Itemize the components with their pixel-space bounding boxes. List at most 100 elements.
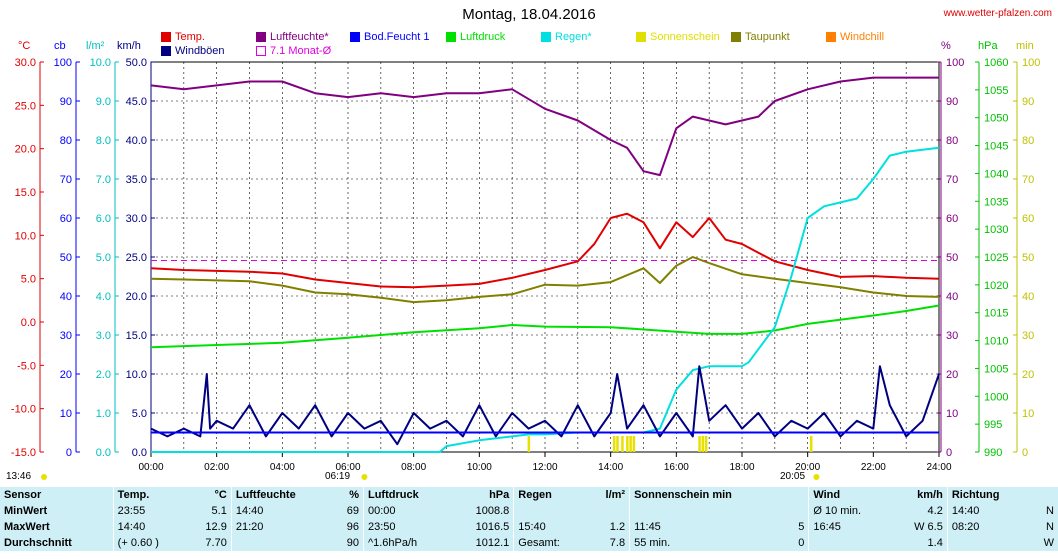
stats-row-label: MaxWert	[4, 521, 50, 533]
stats-cell: %	[349, 489, 359, 501]
x-tick-label: 24:00	[926, 462, 951, 473]
left-time-label: 13:46	[6, 471, 32, 482]
sunshine-bar	[809, 436, 813, 452]
legend-label: Luftfeuchte*	[270, 31, 329, 43]
y-tick-label: 15.0	[15, 187, 36, 199]
legend-label: Windböen	[175, 45, 225, 57]
stats-cell	[787, 503, 809, 519]
legend-item: Regen*	[541, 31, 592, 43]
legend-swatch	[161, 32, 171, 42]
y-tick-label: 10.0	[126, 369, 147, 381]
stats-cell: N	[1046, 505, 1054, 517]
x-tick-label: 10:00	[467, 462, 492, 473]
stats-cell: W 6.5	[914, 521, 943, 533]
sunshine-bar	[626, 436, 629, 452]
stats-cell: (+ 0.60 )	[112, 535, 187, 551]
stats-cell: 55 min.	[629, 535, 788, 551]
y-tick-label: 40.0	[126, 135, 147, 147]
legend-label: Taupunkt	[745, 31, 790, 43]
y-tick-label: 90	[946, 96, 958, 108]
stats-cell	[588, 503, 630, 519]
legend-item: Bod.Feucht 1	[350, 31, 429, 43]
stats-cell	[513, 503, 588, 519]
y-tick-label: 50.0	[126, 57, 147, 69]
y-tick-label: 20	[946, 369, 958, 381]
y-tick-label: 90	[60, 96, 72, 108]
stats-cell: 1.4	[927, 537, 943, 549]
legend-label: 7.1 Monat-Ø	[270, 45, 332, 57]
legend-label: Bod.Feucht 1	[364, 31, 430, 43]
x-tick-label: 20:00	[795, 462, 820, 473]
y-tick-label: 6.0	[96, 213, 111, 225]
y-tick-label: 70	[1022, 174, 1034, 186]
stats-cell: Sonnenschein min	[629, 487, 788, 503]
stats-cell: 21:20	[230, 519, 333, 535]
chart-title: Montag, 18.04.2016	[462, 6, 596, 23]
y-tick-label: -10.0	[11, 404, 36, 416]
y-tick-label: 20	[60, 369, 72, 381]
x-tick-label: 12:00	[532, 462, 557, 473]
unit-sun: min	[1016, 40, 1034, 52]
stats-cell: Regen	[513, 487, 588, 503]
x-tick-label: 22:00	[861, 462, 886, 473]
y-tick-label: 0	[1022, 447, 1028, 459]
legend-swatch	[256, 46, 266, 56]
legend-item: Taupunkt	[731, 31, 790, 43]
stats-cell: 7.70	[205, 537, 227, 549]
sunrise-label: 06:19	[325, 471, 351, 482]
unit-pressure: hPa	[978, 40, 998, 52]
stats-cell: 23:50	[362, 519, 452, 535]
legend-item: Temp.	[161, 31, 205, 43]
y-tick-label: 0.0	[96, 447, 111, 459]
stats-cell: 1008.8	[475, 505, 510, 517]
y-tick-label: 10	[1022, 408, 1034, 420]
stats-cell: 5	[798, 521, 805, 533]
stats-cell: 7.8	[609, 537, 626, 549]
y-tick-label: 1055	[984, 85, 1008, 97]
stats-cell: 1012.1	[475, 537, 510, 549]
y-tick-label: 40	[60, 291, 72, 303]
weather-chart: 00:00 02:00 04:00 06:00 08:00 10:00 12:00 14:00…	[11, 57, 1040, 480]
x-tick-label: 18:00	[729, 462, 754, 473]
unit-rain: l/m²	[86, 40, 105, 52]
y-tick-label: 995	[984, 419, 1002, 431]
legend-swatch	[636, 32, 646, 42]
y-tick-label: 10.0	[15, 230, 36, 242]
stats-header-row: Sensor Temp. °C Luftfeuchte% Luftdruck hPa Reg…	[0, 487, 1058, 503]
site-url[interactable]: www.wetter-pfalzen.com	[943, 8, 1052, 19]
y-tick-label: 60	[1022, 213, 1034, 225]
legend-label: Sonnenschein	[650, 31, 720, 43]
sunshine-bar	[704, 436, 708, 452]
y-tick-label: 30	[946, 330, 958, 342]
x-tick-label: 00:00	[138, 462, 163, 473]
stats-cell: 16:45	[808, 519, 893, 535]
stats-cell: 0	[798, 537, 805, 549]
sunshine-bar	[629, 436, 632, 452]
y-tick-label: 7.0	[96, 174, 111, 186]
legend-swatch	[161, 46, 171, 56]
y-tick-label: 90	[1022, 96, 1034, 108]
legend-label: Luftdruck	[460, 31, 506, 43]
stats-cell: Richtung	[946, 487, 1031, 503]
y-tick-label: -15.0	[11, 447, 36, 459]
sunshine-bar	[612, 436, 616, 452]
stats-cell: 5.1	[211, 505, 227, 517]
unit-cb: cb	[54, 40, 66, 52]
y-tick-label: 1040	[984, 168, 1008, 180]
sun-marker	[41, 474, 47, 480]
y-tick-label: 4.0	[96, 291, 111, 303]
sunshine-bar	[701, 436, 705, 452]
y-tick-label: 5.0	[96, 252, 111, 264]
stats-row: Durchschnitt (+ 0.60 ) 7.70 90 ^1.6hPa/h 1012…	[0, 535, 1058, 551]
y-tick-label: 1000	[984, 391, 1008, 403]
y-tick-label: 25.0	[15, 100, 36, 112]
stats-row: MaxWert 14:40 12.9 21:20 96 23:50 1016.5 15:40 1…	[0, 519, 1058, 535]
x-tick-label: 16:00	[664, 462, 689, 473]
stats-cell: 90	[346, 537, 359, 549]
sunshine-bar	[632, 436, 636, 452]
x-tick-label: 14:00	[598, 462, 623, 473]
stats-cell: W	[1043, 537, 1054, 549]
legend-item: Luftdruck	[446, 31, 505, 43]
y-tick-label: 1010	[984, 336, 1008, 348]
stats-cell: 4.2	[927, 505, 943, 517]
